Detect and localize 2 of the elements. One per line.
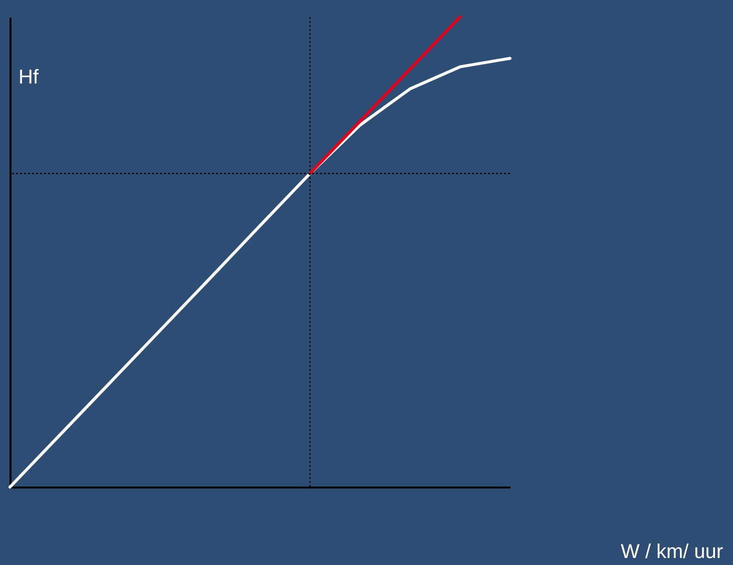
y-axis-title: Hf <box>18 66 39 88</box>
text: W / km/ uur <box>620 541 724 563</box>
